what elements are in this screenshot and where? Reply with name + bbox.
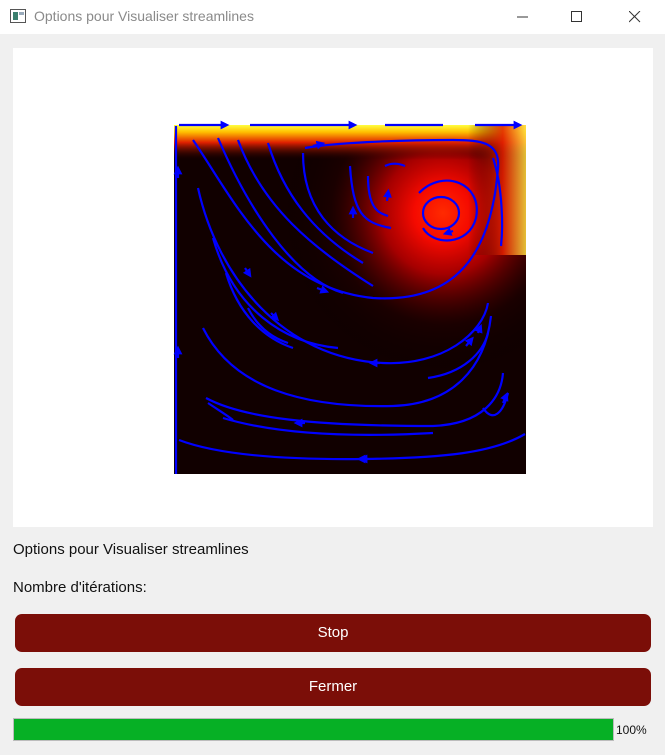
close-button[interactable] (612, 0, 658, 34)
streamlines (173, 120, 526, 474)
window-title: Options pour Visualiser streamlines (34, 8, 254, 24)
minimize-icon (517, 16, 528, 18)
stop-button[interactable]: Stop (15, 614, 651, 652)
streamline-figure (173, 120, 526, 474)
progress-text: 100% (616, 723, 647, 737)
close-icon (629, 11, 641, 23)
app-window-icon (10, 9, 26, 23)
iterations-label: Nombre d'itérations: (13, 579, 147, 596)
fermer-button[interactable]: Fermer (15, 668, 651, 706)
maximize-icon (571, 11, 582, 22)
heatmap-field (174, 125, 526, 474)
progress-fill (14, 719, 613, 740)
title-bar: Options pour Visualiser streamlines (0, 0, 665, 34)
maximize-button[interactable] (554, 0, 600, 34)
minimize-button[interactable] (500, 0, 546, 34)
progress-bar (13, 718, 614, 741)
streamline-plot (13, 48, 653, 527)
options-title-label: Options pour Visualiser streamlines (13, 541, 249, 558)
